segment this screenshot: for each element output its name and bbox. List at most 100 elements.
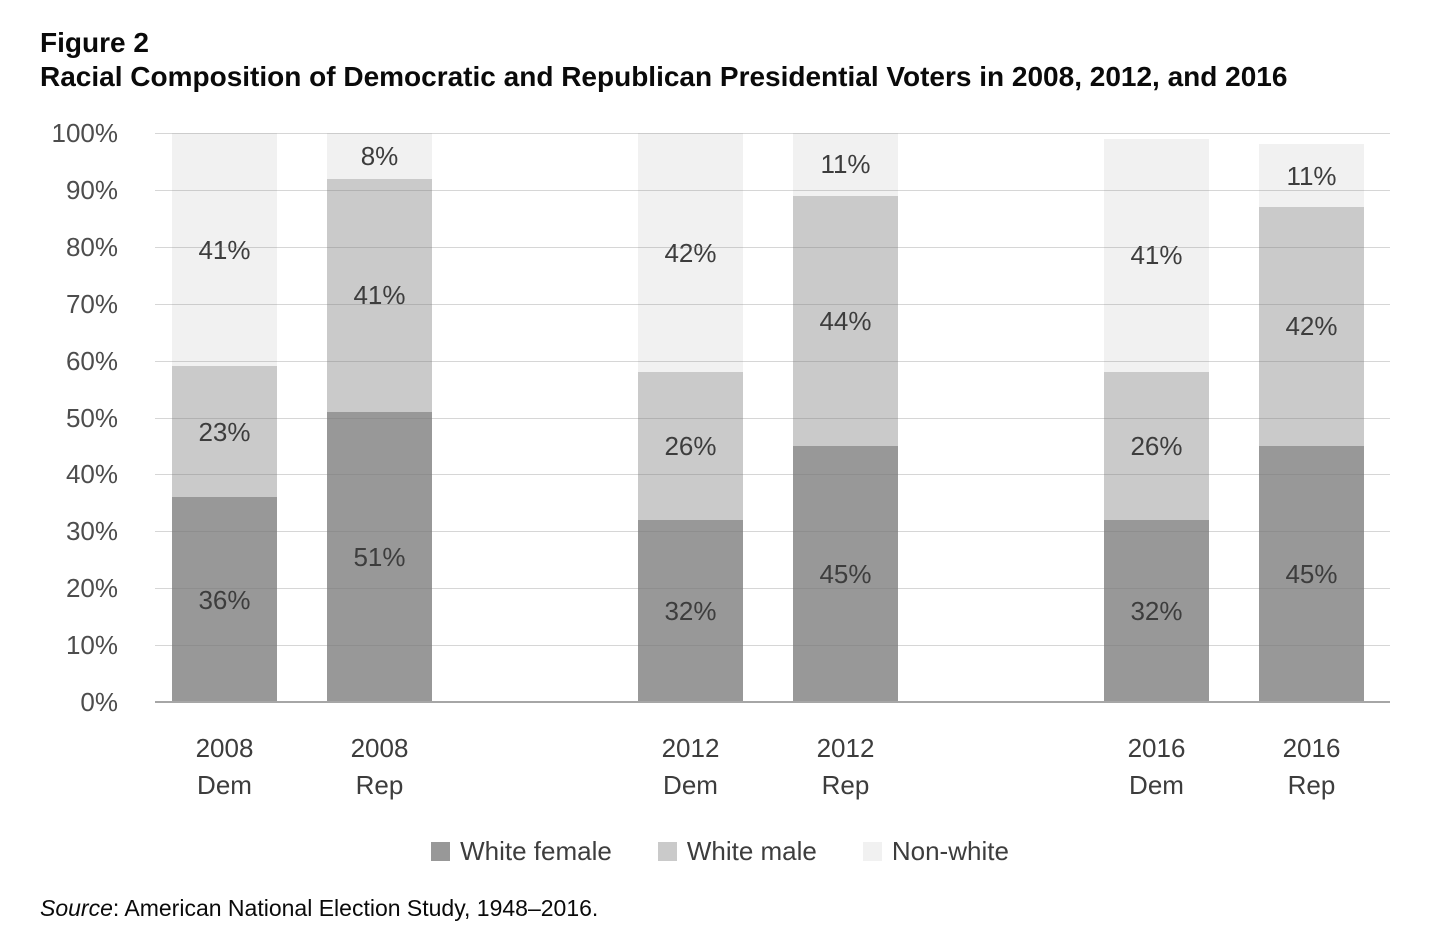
gridline: [155, 474, 1390, 476]
bar-2016-rep: 45% 42% 11%: [1259, 133, 1364, 702]
gridline: [155, 417, 1390, 419]
legend-swatch-white-male: [657, 842, 677, 861]
x-axis-label-line: Rep: [821, 770, 870, 800]
x-axis-label-line: Dem: [1129, 770, 1184, 800]
segment-non-white: [638, 133, 743, 372]
segment-white-female: [327, 411, 432, 702]
x-axis-label-2012-rep: 2012 Rep: [768, 730, 923, 804]
y-axis-tick-label: 50%: [65, 402, 118, 433]
y-axis-tick-label: 30%: [65, 516, 118, 547]
legend-label: Non-white: [891, 836, 1009, 866]
segment-value-label: 42%: [664, 237, 717, 268]
x-axis-label-line: Dem: [663, 770, 718, 800]
x-axis-label-line: 2016: [1127, 733, 1186, 763]
legend-swatch-non-white: [862, 842, 882, 861]
segment-value-label: 51%: [353, 541, 406, 572]
legend-item-white-female: White female: [431, 836, 612, 867]
x-axis-label-2016-rep: 2016 Rep: [1234, 730, 1389, 804]
segment-white-male: [1104, 371, 1209, 520]
y-axis-tick-label: 70%: [65, 288, 118, 319]
x-axis-line: [155, 701, 1390, 703]
segment-value-label: 32%: [1130, 595, 1183, 626]
segment-value-label: 36%: [198, 584, 251, 615]
segment-white-male: [793, 195, 898, 446]
legend-label: White male: [686, 836, 817, 866]
segment-white-female: [638, 519, 743, 702]
bar-2012-dem: 32% 26% 42%: [638, 133, 743, 702]
source-note: Source: American National Election Study…: [40, 895, 598, 922]
y-axis-tick-label: 40%: [65, 459, 118, 490]
segment-value-label: 11%: [1286, 160, 1337, 191]
segment-non-white: [172, 133, 277, 367]
y-axis-tick-label: 10%: [65, 630, 118, 661]
segment-value-label: 44%: [819, 305, 872, 336]
gridline: [155, 133, 1390, 134]
legend-item-white-male: White male: [657, 836, 817, 867]
x-axis-label-line: 2008: [350, 733, 409, 763]
x-axis-label-line: 2012: [816, 733, 875, 763]
source-text: : American National Election Study, 1948…: [112, 895, 599, 921]
segment-value-label: 41%: [198, 234, 251, 265]
y-axis-tick-label: 80%: [65, 231, 118, 262]
gridline: [155, 588, 1390, 590]
segment-white-female: [793, 445, 898, 702]
y-axis-tick-label: 60%: [65, 345, 118, 376]
legend-item-non-white: Non-white: [862, 836, 1009, 867]
segment-non-white: [1259, 144, 1364, 207]
y-axis-tick-label: 20%: [65, 573, 118, 604]
bar-2008-rep: 51% 41% 8%: [327, 133, 432, 702]
x-axis-label-line: 2016: [1282, 733, 1341, 763]
segment-white-female: [1259, 445, 1364, 702]
x-axis-label-line: Rep: [1287, 770, 1336, 800]
bar-2008-dem: 36% 23% 41%: [172, 133, 277, 702]
figure-label: Figure 2: [40, 27, 149, 58]
gridline: [155, 531, 1390, 533]
segment-value-label: 26%: [1130, 430, 1183, 461]
gridline: [155, 360, 1390, 362]
segment-white-female: [172, 497, 277, 702]
segment-value-label: 41%: [353, 280, 406, 311]
segment-white-male: [172, 366, 277, 498]
bar-2012-rep: 45% 44% 11%: [793, 133, 898, 702]
source-label: Source: [40, 895, 113, 921]
x-axis-label-2008-rep: 2008 Rep: [302, 730, 457, 804]
figure-title: Racial Composition of Democratic and Rep…: [40, 61, 1288, 92]
segment-white-female: [1104, 519, 1209, 702]
y-axis-tick-label: 0%: [80, 687, 118, 717]
plot-area: 36% 23% 41% 51% 41% 8% 32% 26% 42% 45% 44% 11% 32% 26…: [155, 133, 1390, 703]
segment-non-white: [1104, 138, 1209, 372]
segment-non-white: [793, 133, 898, 196]
y-axis-tick-label: 100%: [51, 118, 119, 148]
segment-value-label: 45%: [819, 558, 872, 589]
segment-value-label: 41%: [1130, 240, 1183, 271]
gridline: [155, 246, 1390, 248]
x-axis-label-line: Rep: [355, 770, 404, 800]
segment-value-label: 32%: [664, 595, 717, 626]
segment-value-label: 42%: [1285, 311, 1338, 342]
bar-2016-dem: 32% 26% 41%: [1104, 133, 1209, 702]
legend: White female White male Non-white: [0, 836, 1440, 867]
x-axis-label-line: Dem: [197, 770, 252, 800]
segment-value-label: 45%: [1285, 558, 1338, 589]
segment-white-male: [1259, 206, 1364, 446]
segment-non-white: [327, 133, 432, 179]
segment-white-male: [327, 178, 432, 412]
gridline: [155, 189, 1390, 191]
segment-value-label: 8%: [360, 140, 399, 171]
y-axis-tick-label: 90%: [65, 174, 118, 205]
x-axis-label-2008-dem: 2008 Dem: [147, 730, 302, 804]
figure-titles: Figure 2 Racial Composition of Democrati…: [40, 26, 1287, 94]
segment-value-label: 11%: [820, 149, 871, 180]
x-axis-label-line: 2012: [661, 733, 720, 763]
segment-value-label: 26%: [664, 430, 717, 461]
x-axis-label-2016-dem: 2016 Dem: [1079, 730, 1234, 804]
x-axis-label-2012-dem: 2012 Dem: [613, 730, 768, 804]
legend-label: White female: [460, 836, 612, 866]
gridline: [155, 303, 1390, 305]
legend-swatch-white-female: [431, 842, 451, 861]
segment-value-label: 23%: [198, 416, 251, 447]
x-axis-label-line: 2008: [195, 733, 254, 763]
gridline: [155, 645, 1390, 647]
segment-white-male: [638, 371, 743, 520]
